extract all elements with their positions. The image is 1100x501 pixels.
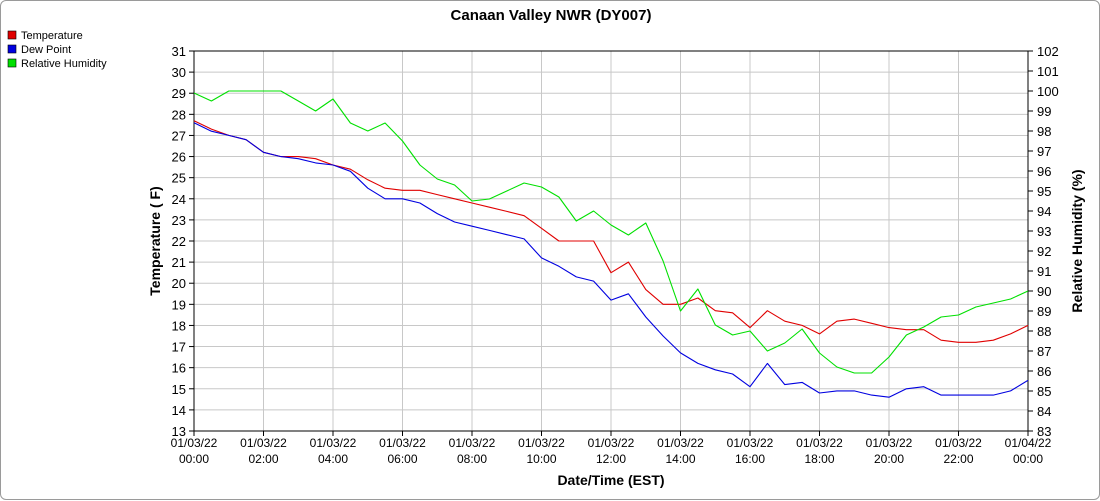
right-tick-label: 100	[1037, 84, 1059, 99]
right-tick-label: 97	[1037, 144, 1051, 159]
x-tick-time: 12:00	[596, 452, 626, 466]
left-tick-label: 19	[172, 297, 186, 312]
x-tick-time: 16:00	[735, 452, 765, 466]
right-tick-label: 88	[1037, 324, 1051, 339]
x-tick-time: 22:00	[943, 452, 973, 466]
right-tick-label: 89	[1037, 304, 1051, 319]
legend-swatch	[7, 30, 17, 40]
right-tick-label: 85	[1037, 384, 1051, 399]
x-tick-date: 01/03/22	[727, 436, 774, 450]
x-tick-time: 00:00	[179, 452, 209, 466]
left-tick-label: 13	[172, 424, 186, 439]
x-tick-date: 01/03/22	[449, 436, 496, 450]
left-tick-label: 24	[172, 192, 186, 207]
x-tick-time: 08:00	[457, 452, 487, 466]
x-axis: 01/03/22 00:00 01/03/22 02:00 01/03/22 04:00 0…	[171, 431, 1052, 466]
x-tick-date: 01/03/22	[310, 436, 357, 450]
right-tick-label: 95	[1037, 184, 1051, 199]
left-tick-label: 26	[172, 150, 186, 165]
x-tick-date: 01/03/22	[796, 436, 843, 450]
x-tick-time: 04:00	[318, 452, 348, 466]
left-tick-label: 17	[172, 340, 186, 355]
series-line-dew-point	[193, 122, 1029, 398]
right-tick-label: 101	[1037, 64, 1059, 79]
right-tick-label: 90	[1037, 284, 1051, 299]
left-tick-label: 29	[172, 86, 186, 101]
right-tick-label: 99	[1037, 104, 1051, 119]
legend-swatch	[7, 44, 17, 54]
legend-label: Dew Point	[21, 44, 71, 56]
x-tick-time: 00:00	[1013, 452, 1043, 466]
right-tick-label: 98	[1037, 124, 1051, 139]
x-tick-time: 20:00	[874, 452, 904, 466]
x-tick-time: 06:00	[387, 452, 417, 466]
right-tick-label: 93	[1037, 224, 1051, 239]
legend-swatch	[7, 58, 17, 68]
right-tick-label: 96	[1037, 164, 1051, 179]
x-tick-time: 10:00	[526, 452, 556, 466]
right-tick-label: 86	[1037, 364, 1051, 379]
left-tick-label: 21	[172, 255, 186, 270]
right-tick-label: 84	[1037, 404, 1051, 419]
left-tick-label: 31	[172, 44, 186, 59]
left-tick-label: 15	[172, 382, 186, 397]
right-axis: 83 84 85 86 87 88 89 90 91 92 93 94 95 96 97 98 99 100 101…	[1028, 44, 1059, 439]
x-tick-date: 01/03/22	[240, 436, 287, 450]
y2-axis-label: Relative Humidity (%)	[1069, 169, 1085, 312]
y-axis-label: Temperature ( F)	[147, 186, 163, 295]
left-tick-label: 16	[172, 361, 186, 376]
x-tick-date: 01/03/22	[518, 436, 565, 450]
x-tick-date: 01/03/22	[935, 436, 982, 450]
x-tick-time: 18:00	[804, 452, 834, 466]
legend-label: Relative Humidity	[21, 58, 107, 70]
x-tick-time: 14:00	[665, 452, 695, 466]
x-tick-date: 01/03/22	[866, 436, 913, 450]
right-tick-label: 92	[1037, 244, 1051, 259]
right-tick-label: 87	[1037, 344, 1051, 359]
left-tick-label: 18	[172, 318, 186, 333]
left-tick-label: 25	[172, 171, 186, 186]
left-tick-label: 14	[172, 403, 186, 418]
right-tick-label: 83	[1037, 424, 1051, 439]
left-tick-label: 28	[172, 107, 186, 122]
left-tick-label: 23	[172, 213, 186, 228]
left-tick-label: 22	[172, 234, 186, 249]
left-tick-label: 20	[172, 276, 186, 291]
x-tick-date: 01/04/22	[1005, 436, 1052, 450]
x-tick-date: 01/03/22	[379, 436, 426, 450]
left-tick-label: 30	[172, 65, 186, 80]
series-lines	[193, 90, 1029, 398]
x-tick-time: 02:00	[248, 452, 278, 466]
right-tick-label: 91	[1037, 264, 1051, 279]
series-line-relative-humidity	[193, 90, 1029, 374]
left-tick-label: 27	[172, 128, 186, 143]
left-axis: 13 14 15 16 17 18 19 20 21 22 23 24 25 26 27 28 29 30 31	[172, 44, 194, 439]
x-axis-label: Date/Time (EST)	[557, 472, 664, 488]
grid-lines	[193, 50, 1029, 432]
x-tick-date: 01/03/22	[171, 436, 218, 450]
legend: Temperature Dew Point Relative Humidity	[7, 30, 107, 70]
right-tick-label: 102	[1037, 44, 1059, 59]
right-tick-label: 94	[1037, 204, 1051, 219]
x-tick-date: 01/03/22	[588, 436, 635, 450]
legend-label: Temperature	[21, 30, 83, 42]
x-tick-date: 01/03/22	[657, 436, 704, 450]
chart-title: Canaan Valley NWR (DY007)	[451, 7, 652, 24]
